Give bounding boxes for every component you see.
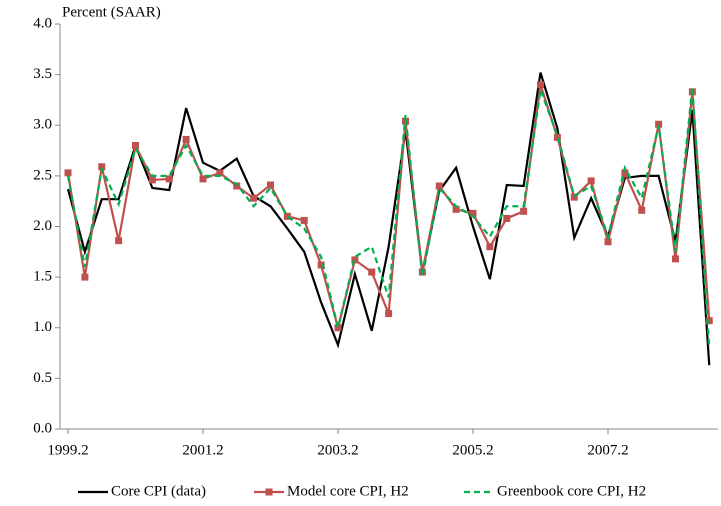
- y-axis-label: Percent (SAAR): [62, 4, 161, 20]
- series-marker: [317, 261, 325, 269]
- series-marker: [267, 181, 274, 189]
- series-marker: [655, 120, 663, 128]
- series-line: [66, 86, 711, 349]
- legend-label: Model core CPI, H2: [287, 483, 409, 499]
- x-tick-label: 2005.2: [452, 442, 493, 458]
- x-tick-label: 2007.2: [587, 442, 628, 458]
- series-marker: [216, 169, 224, 177]
- series-marker: [115, 237, 123, 245]
- series-marker: [638, 206, 646, 214]
- y-tick-label: 4.0: [33, 15, 52, 31]
- series-marker: [283, 212, 291, 220]
- series-marker: [300, 216, 308, 224]
- series-marker: [520, 207, 528, 215]
- series-marker: [351, 256, 359, 264]
- y-tick-label: 0.5: [33, 370, 52, 386]
- series-marker: [503, 214, 511, 222]
- series-marker: [435, 182, 443, 190]
- series-marker: [469, 209, 477, 217]
- series-marker: [148, 176, 156, 184]
- x-tick-label: 2001.2: [182, 442, 223, 458]
- series-marker: [182, 135, 190, 143]
- y-tick-label: 2.5: [33, 167, 52, 183]
- y-tick-label: 2.0: [33, 218, 52, 234]
- series-marker: [486, 243, 494, 251]
- series-marker: [452, 205, 460, 213]
- series-marker: [553, 133, 561, 141]
- series-marker: [621, 169, 629, 177]
- y-tick-label: 1.5: [33, 269, 52, 285]
- y-tick-label: 0.0: [33, 420, 52, 436]
- series-marker: [233, 182, 241, 190]
- series-marker: [199, 175, 207, 183]
- series-marker: [334, 324, 342, 332]
- series-marker: [250, 194, 258, 202]
- series-marker: [132, 142, 139, 149]
- series-marker: [672, 255, 679, 263]
- y-tick-label: 3.0: [33, 117, 52, 133]
- series-line: [66, 84, 711, 333]
- series-marker: [587, 177, 595, 185]
- series-marker: [64, 169, 72, 177]
- series-marker: [537, 81, 544, 89]
- x-tick-label: 1999.2: [47, 442, 88, 458]
- legend-marker: [265, 488, 273, 496]
- series-marker: [385, 310, 393, 318]
- legend-label: Core CPI (data): [111, 483, 206, 499]
- legend-label: Greenbook core CPI, H2: [497, 483, 646, 499]
- series-marker: [368, 268, 376, 276]
- series-marker: [604, 238, 612, 246]
- y-tick-label: 3.5: [33, 66, 52, 82]
- x-tick-label: 2003.2: [317, 442, 358, 458]
- series-marker: [81, 273, 89, 281]
- series-marker: [165, 175, 173, 183]
- series-marker: [705, 317, 713, 325]
- y-tick-label: 1.0: [33, 319, 52, 335]
